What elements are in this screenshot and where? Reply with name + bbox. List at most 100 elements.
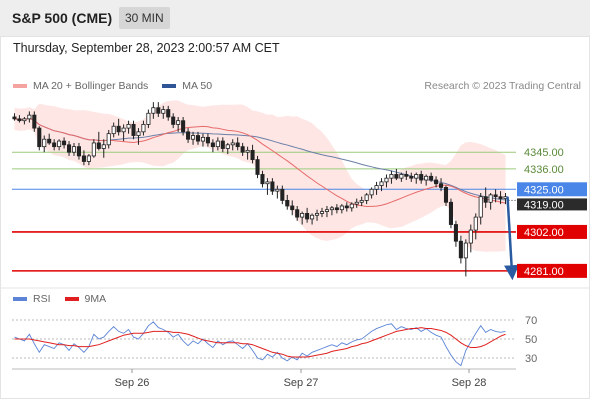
candle-body [37,127,42,148]
legend-swatch-9ma [64,297,79,301]
instrument-title: S&P 500 (CME) [12,10,113,26]
candle [290,200,295,216]
ma20-line [14,117,506,207]
candle-body [324,209,329,212]
candle [434,176,439,188]
candle [250,144,255,164]
legend-item-9ma: 9MA [64,293,106,305]
candle-body [394,174,399,179]
candle-body [374,185,379,190]
candle-body [260,174,265,185]
candle-body [458,240,463,259]
candle-body [12,116,17,120]
candle [146,109,151,129]
candle [319,207,325,218]
candle-body [275,188,280,192]
level-label-4: 4281.00 [524,266,564,278]
candle-body [86,155,91,162]
interval-badge[interactable]: 30 MIN [119,7,170,29]
candle-body [22,118,27,122]
candle-body [57,140,62,148]
candle [419,170,424,184]
candle-body [310,214,315,220]
candle-body [200,136,205,142]
candle [86,154,91,166]
candle-body [468,229,473,244]
legend-item-rsi: RSI [13,293,51,305]
candle-body [399,174,404,179]
legend-item-ma50: MA 50 [162,80,212,92]
candle [126,120,131,134]
rsi-tick-2: 70 [525,315,537,327]
candle [394,168,399,181]
forecast-arrow [504,196,520,281]
candle-body [319,211,325,214]
candle [498,191,503,205]
candle [27,111,32,123]
candle [57,139,62,151]
level-tag-2 [517,182,587,197]
legend-swatch-rsi [13,297,27,301]
candle [334,204,339,214]
candle-body [210,142,215,148]
candle [255,155,260,179]
rsi-9ma-line [14,327,506,358]
candle-body [369,188,374,196]
level-label-3: 4302.00 [524,227,564,239]
candle-body [280,188,285,201]
candle [22,116,27,125]
candle [166,105,171,121]
candle-body [255,159,260,175]
candle-body [483,196,488,203]
candle [483,187,488,208]
legend-item-ma20: MA 20 + Bollinger Bands [13,80,148,92]
candle [359,196,364,206]
candle-body [62,140,67,146]
x-tick-label-1: Sep 27 [284,377,319,389]
candle [305,207,310,223]
candle [389,170,394,184]
candle-body [91,142,96,157]
candle-body [329,207,334,211]
candle-body [81,155,86,162]
candle-body [250,149,255,161]
candle-body [334,207,339,211]
candle [181,116,186,136]
timestamp: Thursday, September 28, 2023 2:00:57 AM … [13,41,280,55]
candle-body [151,107,156,114]
candle [349,202,354,212]
candle [161,105,166,119]
candle [478,193,483,225]
candle-body [52,142,57,148]
candle [369,187,374,199]
candle [91,139,96,158]
candle [32,111,37,132]
candle-body [265,181,270,185]
candle [67,141,72,156]
candle [310,213,315,225]
candle-body [106,133,111,146]
candle [81,150,86,166]
candle [473,213,478,240]
candle-body [359,200,364,203]
candle [379,178,384,192]
level-tag-4 [517,263,587,278]
candle-body [161,109,166,114]
candle-body [176,120,181,125]
candle [324,205,329,218]
candle-body [230,142,235,146]
candle-body [171,116,176,125]
candle [195,131,201,145]
candle-body [439,183,444,188]
candle-body [389,174,394,179]
candle-body [186,131,191,140]
candle [404,170,409,181]
rsi-tick-0: 30 [525,353,537,365]
candle-body [364,194,369,201]
candle [458,235,463,264]
candle [220,137,225,153]
candle [176,116,181,132]
candle [399,172,404,182]
candle [52,139,57,151]
